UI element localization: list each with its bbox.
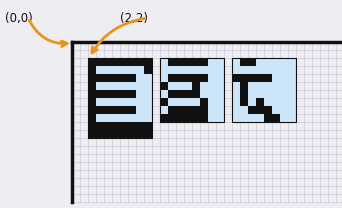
Bar bbox=[176, 90, 184, 98]
Bar bbox=[160, 98, 168, 106]
Bar bbox=[112, 106, 120, 114]
Bar bbox=[96, 58, 104, 66]
Bar bbox=[184, 106, 192, 114]
Bar bbox=[168, 90, 176, 98]
Bar bbox=[184, 74, 192, 82]
Bar bbox=[96, 90, 104, 98]
Bar bbox=[192, 106, 200, 114]
Bar bbox=[176, 114, 184, 122]
Bar bbox=[88, 58, 152, 138]
Bar bbox=[128, 122, 136, 130]
Bar bbox=[200, 98, 208, 106]
Bar bbox=[128, 106, 136, 114]
Bar bbox=[200, 58, 208, 66]
Bar bbox=[136, 122, 144, 130]
Bar bbox=[88, 90, 96, 98]
Bar bbox=[112, 90, 120, 98]
Bar bbox=[144, 130, 152, 138]
Bar bbox=[96, 74, 104, 82]
Bar bbox=[112, 130, 120, 138]
Bar bbox=[240, 98, 248, 106]
Bar bbox=[96, 106, 104, 114]
Bar bbox=[192, 114, 200, 122]
Bar bbox=[88, 98, 96, 106]
Bar bbox=[88, 74, 96, 82]
Bar bbox=[232, 74, 240, 82]
Bar bbox=[104, 90, 112, 98]
Bar bbox=[136, 130, 144, 138]
Bar bbox=[264, 74, 272, 82]
Bar bbox=[248, 106, 256, 114]
Bar bbox=[192, 90, 200, 98]
Bar bbox=[256, 106, 264, 114]
Bar bbox=[112, 58, 120, 66]
Bar bbox=[168, 58, 176, 66]
Bar bbox=[120, 58, 128, 66]
Bar bbox=[120, 74, 128, 82]
Bar bbox=[88, 66, 96, 74]
Bar bbox=[232, 58, 296, 122]
Bar bbox=[160, 82, 168, 90]
Bar bbox=[184, 90, 192, 98]
Bar bbox=[192, 58, 200, 66]
Bar bbox=[104, 130, 112, 138]
Bar bbox=[240, 90, 248, 98]
Bar bbox=[96, 130, 104, 138]
Bar bbox=[96, 122, 104, 130]
Bar bbox=[184, 114, 192, 122]
Bar bbox=[136, 58, 144, 66]
Bar bbox=[240, 58, 248, 66]
Bar bbox=[240, 74, 248, 82]
Bar bbox=[128, 58, 136, 66]
Text: (2,2): (2,2) bbox=[120, 12, 148, 25]
Bar bbox=[144, 122, 152, 130]
Bar bbox=[248, 74, 256, 82]
Bar bbox=[160, 114, 168, 122]
Bar bbox=[184, 58, 192, 66]
Bar bbox=[264, 114, 272, 122]
Bar bbox=[88, 122, 96, 130]
Bar bbox=[120, 90, 128, 98]
Bar bbox=[104, 106, 112, 114]
Bar bbox=[112, 122, 120, 130]
Text: (0,0): (0,0) bbox=[5, 12, 33, 25]
Bar bbox=[120, 106, 128, 114]
Bar bbox=[88, 130, 96, 138]
Bar bbox=[120, 122, 128, 130]
Bar bbox=[200, 106, 208, 114]
Bar bbox=[104, 74, 112, 82]
Bar bbox=[144, 58, 152, 66]
Bar bbox=[104, 58, 112, 66]
Bar bbox=[88, 58, 96, 66]
Bar bbox=[192, 82, 200, 90]
Bar bbox=[144, 66, 152, 74]
Bar bbox=[120, 130, 128, 138]
Bar bbox=[128, 130, 136, 138]
Bar bbox=[256, 98, 264, 106]
Bar bbox=[176, 74, 184, 82]
Bar bbox=[264, 106, 272, 114]
Bar bbox=[176, 106, 184, 114]
Bar bbox=[168, 74, 176, 82]
Bar bbox=[112, 74, 120, 82]
Bar bbox=[160, 58, 224, 122]
Bar bbox=[168, 114, 176, 122]
Bar bbox=[240, 82, 248, 90]
Bar bbox=[128, 90, 136, 98]
Bar bbox=[200, 114, 208, 122]
Bar bbox=[256, 74, 264, 82]
Bar bbox=[104, 122, 112, 130]
Bar bbox=[128, 74, 136, 82]
Bar bbox=[272, 114, 280, 122]
Bar bbox=[176, 58, 184, 66]
Bar bbox=[88, 82, 96, 90]
Bar bbox=[192, 74, 200, 82]
Bar bbox=[88, 106, 96, 114]
Bar bbox=[88, 114, 96, 122]
Bar bbox=[248, 58, 256, 66]
Bar bbox=[200, 74, 208, 82]
Bar bbox=[168, 106, 176, 114]
